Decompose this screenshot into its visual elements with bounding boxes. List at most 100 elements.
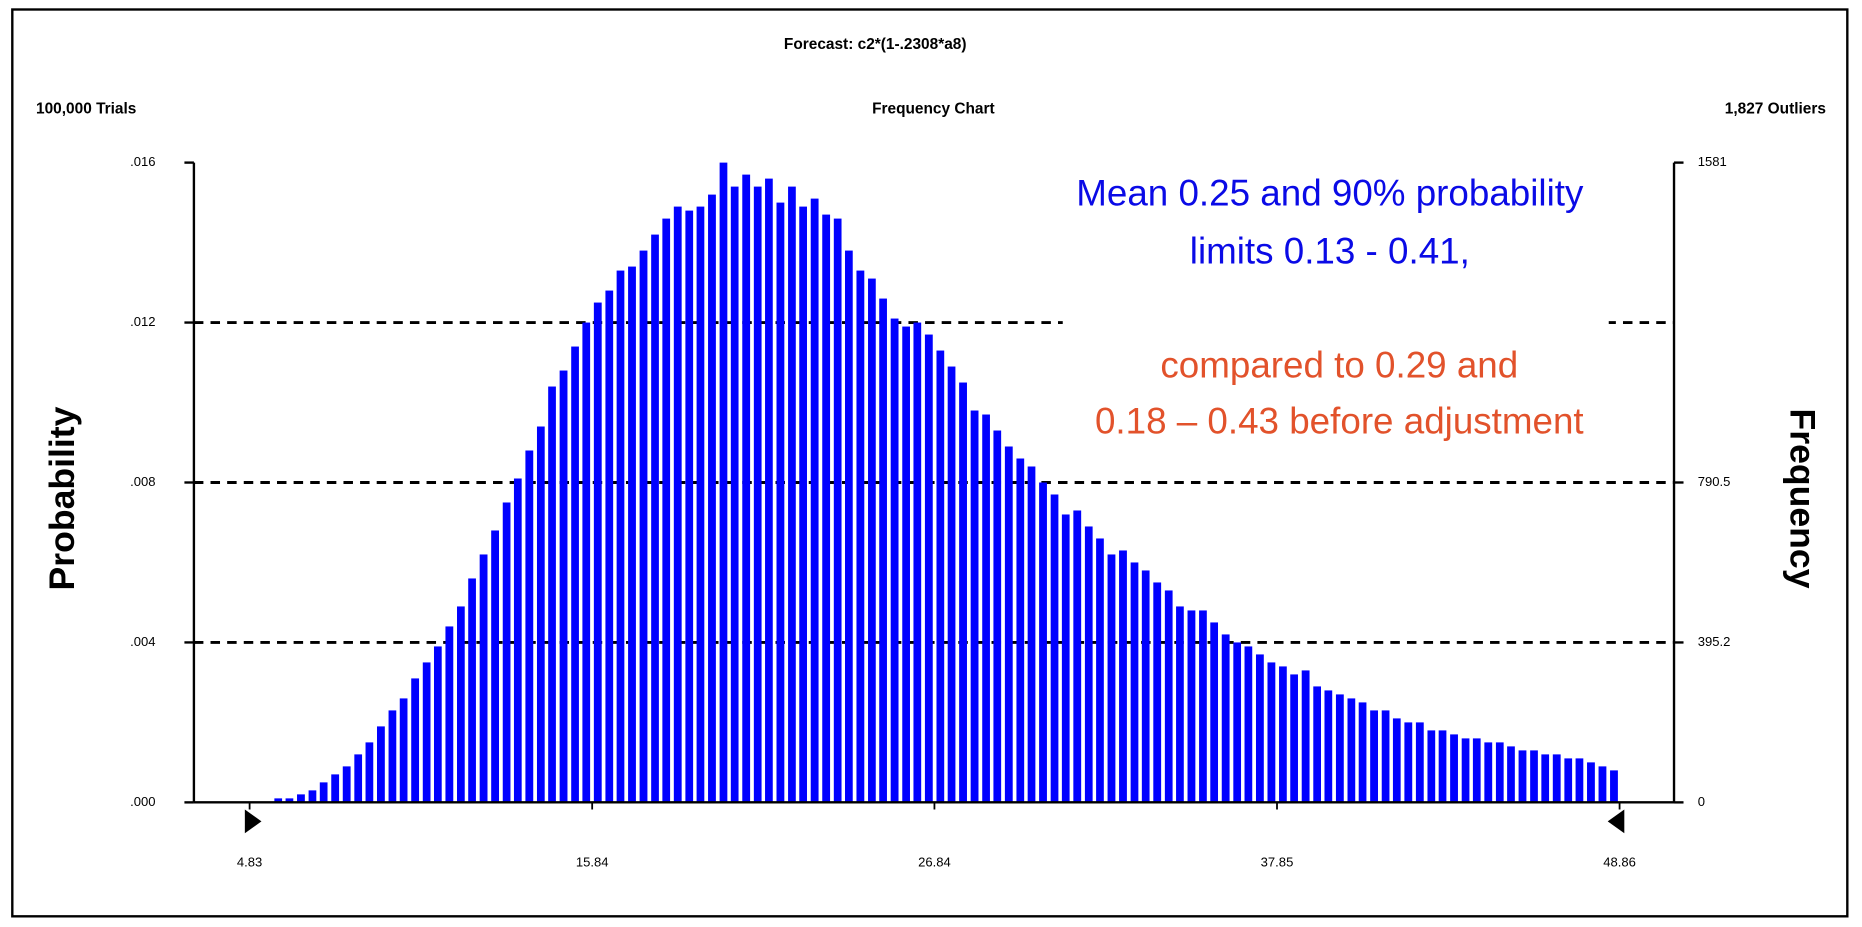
bar [1119,550,1127,803]
bar [1507,746,1515,803]
bar [673,206,682,803]
bar [331,774,340,803]
bar [593,302,602,803]
bar [982,414,990,803]
bar [890,318,899,803]
bar [902,326,910,803]
bar [559,370,568,803]
bar [1073,510,1082,803]
bar [708,194,716,803]
bar [1335,694,1344,803]
bar [605,290,614,803]
bar [822,214,831,803]
bar [1427,730,1436,803]
bar [936,350,945,803]
bar [1598,766,1607,803]
bar [1324,690,1333,803]
bar [924,334,933,803]
bar [479,554,488,803]
bar [376,726,385,803]
bar [422,662,431,803]
bar [913,322,922,803]
bar [1392,718,1401,803]
bar [1267,662,1276,803]
bar [662,218,671,803]
bar [1130,562,1139,803]
bar [536,426,545,803]
bar [1084,526,1093,803]
bar [1290,674,1298,803]
bar [1530,750,1538,803]
bar [365,742,374,803]
bar [433,646,442,803]
bar [388,710,397,803]
bar [548,386,556,803]
bar [445,626,454,803]
bar [274,798,283,803]
bar [1313,686,1322,803]
bar [1472,738,1481,803]
bar [753,186,762,803]
bar [1153,582,1162,803]
bar [765,178,773,803]
y2-tick-label: 395.2 [1698,634,1731,649]
bar [1495,742,1504,803]
bar [399,698,408,803]
bar [1176,606,1184,803]
bar [1233,642,1242,803]
annotation: limits 0.13 - 0.41, [1190,231,1470,272]
bar [1141,570,1150,803]
bar [1187,610,1196,803]
y2-tick-label: 0 [1698,794,1705,809]
y-tick-label: .016 [130,154,155,169]
x-tick-label: 37.85 [1261,854,1294,869]
bar [1358,702,1367,803]
y-tick-label: .012 [130,314,155,329]
y2-tick-label: 790.5 [1698,474,1731,489]
bar [1564,758,1573,803]
bar [582,322,591,803]
annotation: compared to 0.29 and [1160,345,1518,386]
bar [1039,482,1047,803]
bar [810,198,819,803]
bar [1518,750,1527,803]
y-tick-label: .008 [130,474,155,489]
bar [354,754,363,803]
bar [1438,730,1447,803]
bar [856,270,865,803]
bar [651,234,659,803]
bar [685,210,694,803]
bar [696,206,705,803]
bar [319,782,328,803]
bar [1061,514,1070,803]
bar [297,794,305,803]
bar [1255,654,1264,803]
bar [845,250,853,803]
bar [411,678,420,803]
x-tick-label: 48.86 [1603,854,1636,869]
bar [1370,710,1378,803]
y-tick-label: .000 [130,794,155,809]
bar [1484,742,1493,803]
x-tick-label: 26.84 [918,854,951,869]
bar [616,270,625,803]
right-grabber [1607,809,1625,834]
bar [742,174,751,803]
trials-label: 100,000 Trials [36,100,136,117]
bar [1461,738,1470,803]
bar [628,266,636,803]
bar [730,186,739,803]
x-tick-label: 15.84 [576,854,609,869]
bar [788,186,796,803]
bar [1575,758,1584,803]
bar [571,346,579,803]
bar [1244,646,1253,803]
bar [525,450,534,803]
bar [1164,590,1173,803]
bar [308,790,317,803]
bar [285,798,294,803]
bar [959,382,967,803]
bar [468,578,476,803]
